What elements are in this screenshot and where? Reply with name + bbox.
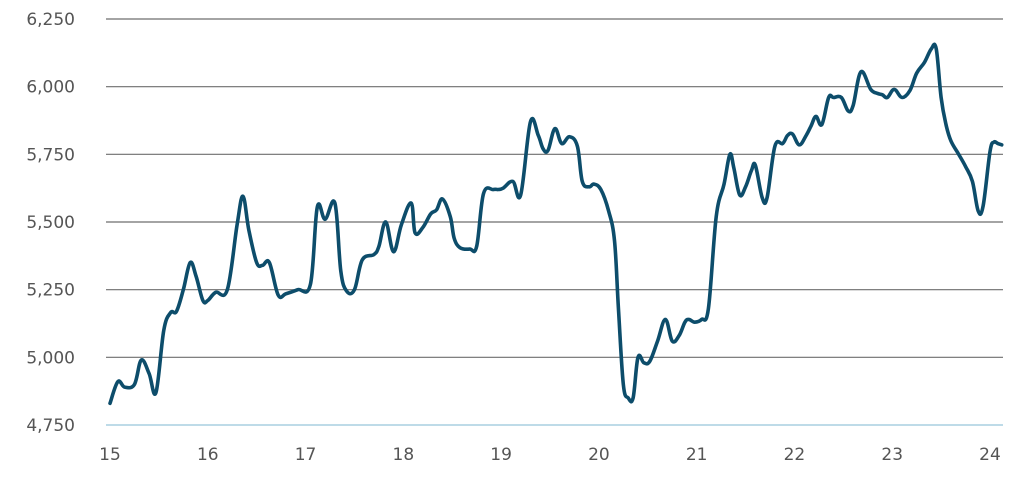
x-tick-label: 21 <box>686 445 708 465</box>
y-axis-tick-labels: 4,750 5,000 5,250 5,500 5,750 6,000 6,250 <box>26 10 75 436</box>
x-tick-label: 18 <box>393 445 415 465</box>
y-tick-label: 5,000 <box>26 348 75 368</box>
y-tick-label: 4,750 <box>26 416 75 436</box>
x-tick-label: 20 <box>588 445 610 465</box>
x-tick-label: 16 <box>197 445 219 465</box>
x-tick-label: 24 <box>979 445 1001 465</box>
series-group <box>108 42 1004 406</box>
y-tick-label: 5,250 <box>26 281 75 301</box>
y-tick-label: 6,250 <box>26 10 75 30</box>
x-tick-label: 19 <box>490 445 512 465</box>
y-tick-label: 5,500 <box>26 213 75 233</box>
grid-lines <box>106 18 1003 426</box>
x-tick-label: 15 <box>99 445 121 465</box>
x-axis-tick-labels: 15 16 17 18 19 20 21 22 23 24 <box>99 445 1001 465</box>
y-tick-label: 5,750 <box>26 145 75 165</box>
y-tick-label: 6,000 <box>26 78 75 98</box>
series-line-0 <box>108 42 1004 406</box>
x-tick-label: 17 <box>295 445 317 465</box>
x-tick-label: 23 <box>881 445 903 465</box>
x-tick-label: 22 <box>784 445 806 465</box>
